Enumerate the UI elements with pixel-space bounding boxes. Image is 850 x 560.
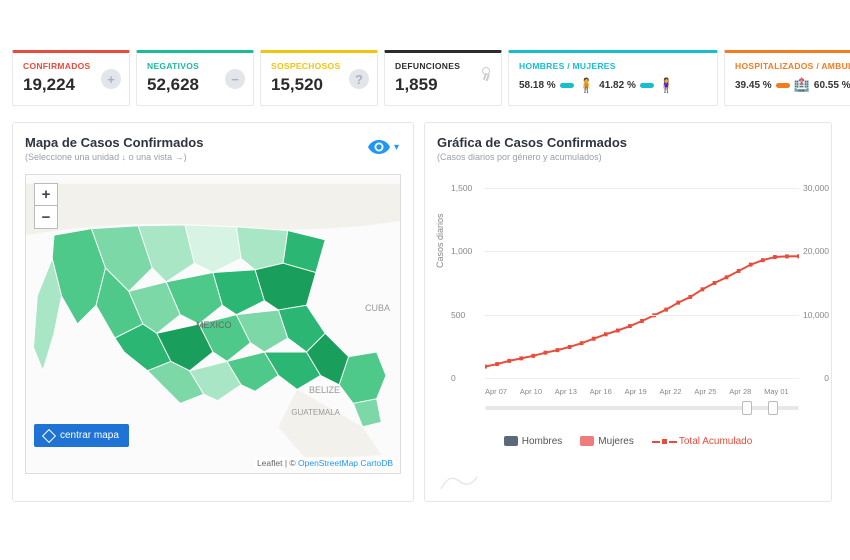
legend-hombres: Hombres [504,436,563,447]
link-osm[interactable]: OpenStreetMap [298,458,358,468]
plus-icon: + [101,69,121,89]
pct-mujeres: 41.82 % [599,80,636,91]
center-icon [42,428,56,442]
x-axis-labels: Apr 07Apr 10Apr 13Apr 16Apr 19Apr 22Apr … [485,387,799,396]
pct-hombres: 58.18 % [519,80,556,91]
hospital-icon: 🏥 [794,77,810,93]
map-canvas[interactable]: + − [25,174,401,474]
bars-container [485,188,799,378]
y2-tick: 30,000 [803,183,829,193]
chart-title: Gráfica de Casos Confirmados [437,135,819,150]
card-genero[interactable]: HOMBRES / MUJERES 58.18 % 🧍 41.82 % 🧍‍♀️ [508,50,718,106]
card-label: NEGATIVOS [147,61,243,71]
zoom-control: + − [34,183,58,229]
card-label: CONFIRMADOS [23,61,119,71]
ratio-row: 39.45 % 🏥 60.55 % [735,77,850,93]
distribution-icon [439,471,479,491]
slider-handle-right[interactable] [768,401,778,415]
x-tick: May 01 [764,387,799,396]
card-value: 1,859 [395,75,491,95]
map-title: Mapa de Casos Confirmados [25,135,401,150]
x-tick: Apr 25 [694,387,729,396]
legend-mujeres: Mujeres [580,436,634,447]
map-panel: Mapa de Casos Confirmados (Seleccione un… [12,122,414,502]
chart-legend: Hombres Mujeres Total Acumulado [437,436,819,447]
bar-left [776,83,790,88]
card-negativos[interactable]: NEGATIVOS 52,628 − [136,50,254,106]
center-map-button[interactable]: centrar mapa [34,424,129,447]
x-tick: Apr 22 [659,387,694,396]
pct-hosp: 39.45 % [735,80,772,91]
bar-right [640,83,654,88]
chart-panel: Gráfica de Casos Confirmados (Casos diar… [424,122,832,502]
ratio-row: 58.18 % 🧍 41.82 % 🧍‍♀️ [519,77,707,94]
label-cuba: CUBA [365,303,390,313]
range-slider[interactable] [485,406,799,410]
card-hosp[interactable]: HOSPITALIZADOS / AMBULATORIOS 39.45 % 🏥 … [724,50,850,106]
zoom-out-button[interactable]: − [35,206,57,228]
y-tick: 1,500 [451,183,472,193]
label-belize: BELIZE [309,385,340,395]
card-sospechosos[interactable]: SOSPECHOSOS 15,520 ? [260,50,378,106]
legend-total: Total Acumulado [652,436,752,447]
male-icon: 🧍 [578,77,595,94]
eye-icon [367,135,391,159]
card-label: DEFUNCIONES [395,61,491,71]
bar-left [560,83,574,88]
y2-tick: 20,000 [803,246,829,256]
card-defunciones[interactable]: DEFUNCIONES 1,859 [384,50,502,106]
question-icon: ? [349,69,369,89]
ribbon-icon [481,67,491,81]
y2-tick: 0 [824,373,829,383]
female-icon: 🧍‍♀️ [658,77,675,94]
y2-tick: 10,000 [803,310,829,320]
chart-subtitle: (Casos diarios por género y acumulados) [437,152,819,162]
minus-icon: − [225,69,245,89]
zoom-in-button[interactable]: + [35,184,57,206]
y-tick: 500 [451,310,465,320]
view-toggle-button[interactable]: ▾ [367,135,399,159]
center-map-label: centrar mapa [60,430,119,441]
y-tick: 1,000 [451,246,472,256]
label-guatemala: GUATEMALA [291,408,340,417]
x-tick: Apr 16 [590,387,625,396]
slider-handle-left[interactable] [742,401,752,415]
link-carto[interactable]: CartoDB [360,458,393,468]
chart-area: Casos diarios 05001,0001,500010,00020,00… [437,178,819,408]
map-subtitle: (Seleccione una unidad ↓ o una vista →) [25,152,401,162]
y-tick: 0 [451,373,456,383]
y-axis-label: Casos diarios [435,213,445,268]
stats-row: CONFIRMADOS 19,224 + NEGATIVOS 52,628 − … [12,50,838,106]
label-mexico: MEXICO [196,320,232,330]
card-label: HOMBRES / MUJERES [519,61,707,71]
map-attribution: Leaflet | © OpenStreetMap CartoDB [254,457,396,469]
x-tick: Apr 19 [625,387,660,396]
card-label: HOSPITALIZADOS / AMBULATORIOS [735,61,850,71]
card-label: SOSPECHOSOS [271,61,367,71]
pct-amb: 60.55 % [814,80,850,91]
card-confirmados[interactable]: CONFIRMADOS 19,224 + [12,50,130,106]
chevron-down-icon: ▾ [394,142,399,153]
plot-region: 05001,0001,500010,00020,00030,000 [485,188,799,378]
x-tick: Apr 13 [555,387,590,396]
x-tick: Apr 07 [485,387,520,396]
x-tick: Apr 28 [729,387,764,396]
x-tick: Apr 10 [520,387,555,396]
